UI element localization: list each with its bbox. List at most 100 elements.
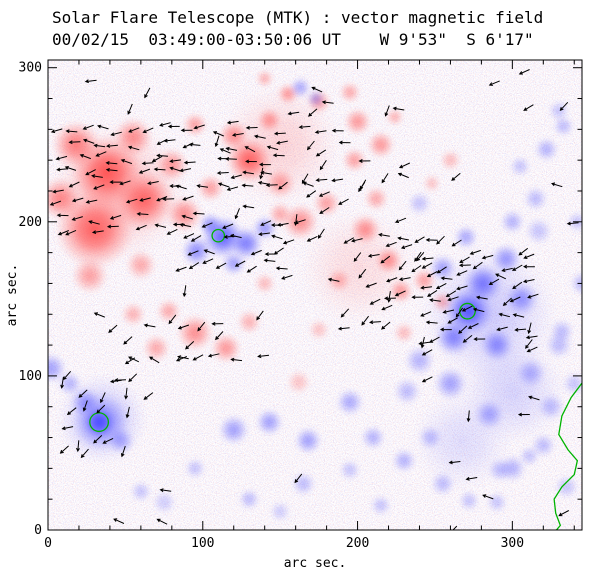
vector-arrow: [273, 131, 286, 136]
vector-arrow: [57, 230, 69, 236]
vector-arrow: [461, 305, 473, 312]
vector-arrow: [196, 184, 209, 189]
vector-arrow: [452, 525, 458, 530]
vector-arrow: [185, 341, 195, 350]
positive-polarity-blob: [51, 119, 101, 170]
negative-polarity-blob: [130, 480, 152, 503]
vector-arrow: [319, 160, 327, 171]
negative-polarity-blob: [57, 371, 83, 396]
vector-arrow: [526, 346, 538, 353]
vector-arrow: [109, 214, 122, 220]
vector-arrow: [359, 179, 367, 191]
vector-arrow: [230, 357, 243, 362]
vector-arrow: [162, 197, 175, 202]
vector-arrow: [455, 307, 464, 318]
vector-arrow: [327, 277, 340, 282]
vector-arrow: [414, 236, 425, 243]
y-tick-label: 200: [19, 215, 42, 230]
vector-arrow: [105, 167, 118, 172]
vector-arrow: [448, 460, 461, 465]
vector-arrow: [259, 162, 271, 167]
vector-arrow: [120, 159, 133, 165]
vector-arrow: [559, 101, 569, 111]
vector-arrow: [76, 440, 80, 453]
vector-arrow: [398, 277, 411, 282]
vector-arrow: [509, 296, 521, 303]
vector-arrow: [282, 239, 295, 245]
positive-polarity-blob: [113, 169, 175, 232]
vector-arrow: [447, 317, 458, 324]
vector-arrow: [159, 122, 171, 127]
positive-polarity-blob: [125, 249, 157, 281]
vector-arrow: [192, 354, 204, 361]
positive-polarity-blob: [176, 314, 214, 352]
vector-arrow: [175, 184, 187, 190]
vector-arrow: [149, 356, 160, 364]
vector-arrow: [287, 111, 300, 116]
vector-arrow: [281, 274, 293, 280]
vector-arrow: [188, 142, 201, 147]
vector-arrow: [106, 143, 118, 148]
vector-arrow: [400, 244, 413, 250]
negative-polarity-blob: [69, 386, 101, 418]
negative-polarity-blob: [407, 190, 432, 216]
negative-polarity-blob: [490, 243, 522, 275]
vector-arrow: [472, 307, 485, 313]
vector-arrow: [144, 87, 151, 99]
vector-arrow: [55, 155, 68, 161]
vector-arrow: [224, 156, 237, 161]
vector-arrow: [351, 238, 363, 243]
vector-arrow: [66, 407, 77, 416]
vector-arrow: [192, 211, 205, 216]
vector-arrow: [167, 124, 180, 129]
positive-polarity-blob: [308, 318, 330, 341]
vector-arrow: [426, 289, 438, 297]
vector-arrow: [496, 326, 508, 332]
vector-arrow: [59, 445, 69, 454]
negative-polarity-blob: [294, 426, 322, 455]
vector-arrow: [163, 138, 176, 143]
negative-polarity-blob: [369, 494, 392, 517]
vector-arrow: [451, 239, 462, 247]
vector-arrow: [276, 140, 288, 145]
negative-polarity-blob: [360, 425, 386, 450]
vector-arrow: [93, 143, 106, 148]
vector-arrow: [365, 282, 377, 288]
vector-arrow: [439, 327, 452, 332]
vector-arrow: [301, 173, 309, 184]
positive-polarity-blob: [253, 272, 276, 295]
vector-arrow: [522, 279, 535, 284]
negative-polarity-blob: [151, 489, 177, 515]
vector-arrow: [398, 162, 411, 169]
axes-layer: 0 100 200 300 0 100 200 300: [19, 59, 583, 551]
vector-arrow: [93, 184, 105, 190]
vector-arrow: [250, 249, 262, 256]
positive-polarity-blob: [142, 334, 171, 363]
vector-arrow: [56, 167, 69, 172]
vector-arrow: [353, 252, 362, 262]
vector-arrow: [106, 224, 119, 229]
vector-arrow: [558, 510, 570, 517]
vector-arrow: [207, 353, 220, 358]
vector-arrow: [49, 200, 62, 206]
vector-arrow: [475, 295, 488, 300]
vector-arrow: [217, 182, 230, 188]
vector-arrow: [458, 325, 468, 334]
positive-polarity-blob: [363, 186, 389, 212]
negative-polarity-blob: [518, 445, 541, 467]
vector-arrow: [445, 290, 457, 298]
vector-arrow: [180, 128, 193, 133]
vector-arrow: [105, 161, 118, 165]
negative-polarity-blob: [458, 489, 480, 512]
vector-arrow: [278, 181, 288, 190]
vector-arrow: [102, 437, 114, 444]
vector-arrow: [65, 229, 77, 236]
negative-polarity-blob: [509, 155, 531, 178]
vector-arrow: [511, 264, 523, 271]
vector-arrow: [259, 167, 264, 180]
vector-arrow: [156, 196, 168, 202]
contour-ring: [211, 228, 226, 243]
negative-polarity-blob: [479, 328, 514, 363]
vector-arrow: [128, 127, 140, 133]
vector-arrow: [125, 406, 130, 419]
